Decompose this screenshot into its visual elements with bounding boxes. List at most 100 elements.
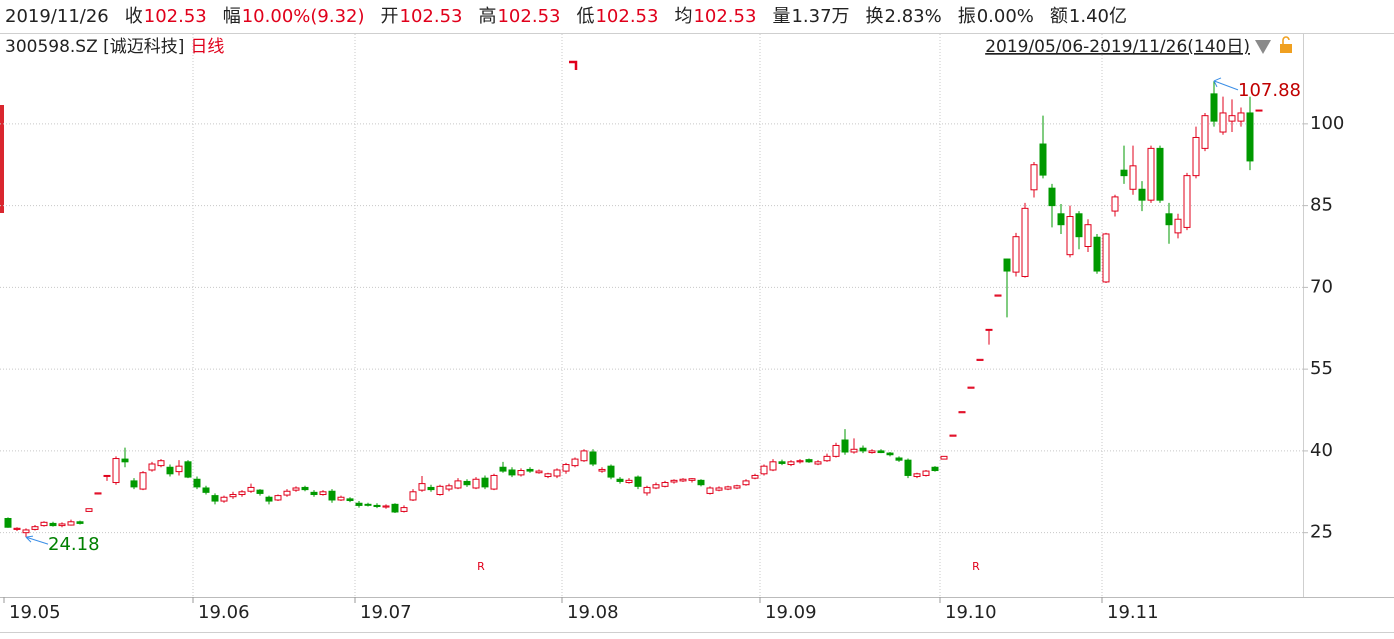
y-tick-label: 100 [1310,113,1344,134]
candle-body [193,478,201,488]
quote-value: 102.53 [400,6,463,27]
candle-body [868,450,876,454]
candle-body [859,447,867,452]
candle-body [310,491,318,496]
quote-value: 10.00%(9.32) [242,6,365,27]
lock-shackle [1282,36,1290,44]
candle-body [841,439,849,453]
event-flag: R [972,560,980,573]
candle-body [958,411,966,414]
candle-body [949,434,957,437]
candle-body [454,480,462,489]
candle-body [202,487,210,493]
candle-body [157,460,165,467]
candle-body [220,496,228,502]
candle-body [49,522,57,527]
quote-value: 2.83% [885,6,942,27]
low-label: 24.18 [48,534,100,555]
y-tick-label: 25 [1310,522,1333,543]
candle-body [589,451,597,465]
candle-body [706,487,714,494]
low-arrow [25,535,49,545]
quote-label: 收 [125,6,143,27]
candle-body [238,491,246,496]
candle-body [463,480,471,486]
candle-body [13,527,21,530]
candle-body [112,458,120,484]
x-tick-label: 19.09 [765,602,817,623]
candle-body [58,523,66,527]
candle-body [364,503,372,506]
candle-body [1219,112,1227,133]
candle-body [472,478,480,489]
candle-body [832,444,840,457]
candle-body [4,518,12,528]
x-tick-label: 19.07 [360,602,412,623]
candle-body [823,455,831,462]
candle-body [274,495,282,501]
candle-body [697,479,705,486]
quote-bar: 收 102.53 幅 10.00%(9.32) 开 102.53 高 102.53 低 102.5… [125,6,1127,27]
candle-body [1111,196,1119,212]
candle-body [355,502,363,506]
candle-body [418,483,426,491]
candle-body [715,487,723,491]
quote-value: 102.53 [595,6,658,27]
candle-body [742,480,750,486]
candle-body [652,484,660,489]
candle-body [1183,175,1191,228]
quote-label: 高 [478,6,496,27]
candle-body [139,472,147,490]
candle-body [103,474,111,477]
candle-body [1012,236,1020,273]
candle-body [22,529,30,534]
scroll-indicator [0,105,4,213]
range-dropdown[interactable] [1255,40,1271,54]
candle-body [877,450,885,454]
candle-body [805,459,813,463]
candle-body [1255,109,1263,112]
candle-body [445,485,453,490]
candle-body [301,486,309,491]
candle-body [166,466,174,475]
candle-body [85,508,93,512]
candle-body [850,448,858,453]
candle-body [184,461,192,478]
candle-body [1138,188,1146,201]
candle-body [427,486,435,491]
candle-body [31,526,39,530]
candle-body [1003,258,1011,272]
candle-body [580,450,588,462]
high-label: 107.88 [1238,80,1301,101]
quote-value: 102.53 [144,6,207,27]
candle-body [409,491,417,501]
candle-body [1147,147,1155,201]
date-range[interactable]: 2019/05/06-2019/11/26(140日) [985,37,1250,57]
lock-icon[interactable] [1280,36,1292,53]
quote-value: 1.40亿 [1069,6,1127,27]
y-tick-label: 55 [1310,358,1333,379]
candle-body [94,492,102,495]
candle-body [787,461,795,466]
candle-body [328,490,336,501]
candle-body [688,478,696,481]
x-tick-label: 19.10 [945,602,997,623]
candle-body [913,473,921,478]
candle-body [211,495,219,502]
candle-body [544,473,552,478]
candle-body [436,485,444,496]
candle-body [1084,224,1092,247]
candle-body [256,489,264,494]
candle-body [1201,115,1209,149]
candle-body [994,294,1002,297]
high-arrow [1213,77,1239,91]
candle-body [643,486,651,494]
candle-body [148,463,156,471]
candle-body [391,503,399,513]
candle-body [1156,147,1164,201]
candle-body [1048,187,1056,207]
candle-body [967,386,975,389]
quote-value: 102.53 [497,6,560,27]
